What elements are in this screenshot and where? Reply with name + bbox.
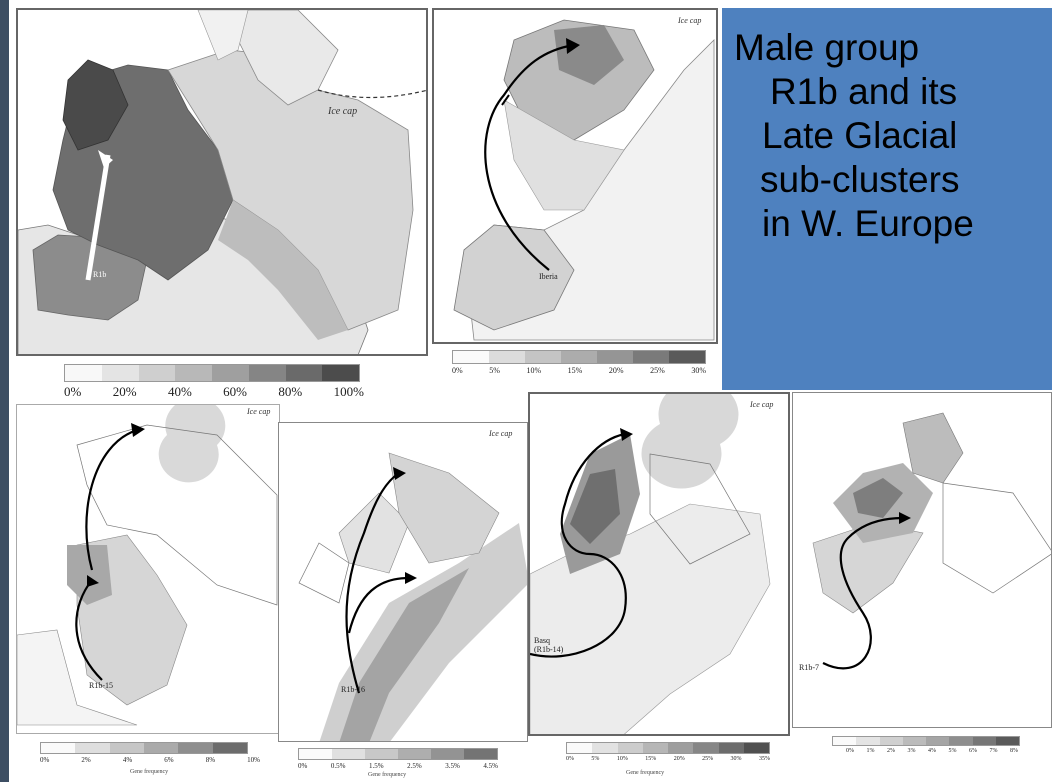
legend-tick: 25%: [650, 366, 665, 375]
title-line: sub-clusters: [760, 159, 960, 200]
legend-tick: 15%: [567, 366, 583, 375]
legend-tick: 35%: [758, 756, 770, 762]
legend-tick: 40%: [167, 384, 192, 399]
map-r1b-overall: Ice cap R1b: [16, 8, 428, 356]
map-iberia-origin: Ice cap Iberia: [432, 8, 718, 344]
map-marker-label: R1b-16: [341, 685, 365, 694]
legend-ticks: 0% 5% 10% 15% 20% 25% 30% 35%: [566, 756, 770, 762]
legend-tick: 30%: [730, 756, 742, 762]
title-panel: Male group R1b and its Late Glacial sub-…: [722, 8, 1052, 390]
legend-tick: 8%: [1010, 748, 1018, 754]
legend-tick: 0%: [298, 762, 308, 770]
legend-bar: [566, 742, 770, 754]
ice-cap-label: Ice cap: [247, 407, 271, 416]
legend-bar: [298, 748, 498, 760]
legend-tick: 20%: [673, 756, 685, 762]
legend-tick: 3.5%: [445, 762, 460, 770]
legend-b3: 0% 5% 10% 15% 20% 25% 30% 35% Gene frequ…: [566, 742, 770, 780]
legend-tick: 15%: [645, 756, 657, 762]
map-r1b-7: R1b-7: [792, 392, 1052, 728]
legend-tick: 7%: [989, 748, 998, 754]
legend-bar: [40, 742, 248, 754]
legend-top-right: 0% 5% 10% 15% 20% 25% 30%: [452, 350, 706, 380]
legend-tick: 0%: [64, 384, 82, 399]
legend-tick: 0%: [452, 366, 463, 375]
legend-tick: 10%: [247, 756, 260, 764]
legend-tick: 1%: [866, 748, 875, 754]
map-r1b-16: Ice cap R1b-16: [278, 422, 528, 742]
ice-cap-label: Ice cap: [328, 106, 358, 117]
title-line: Male group: [734, 27, 920, 68]
legend-tick: 10%: [616, 756, 628, 762]
legend-tick: 5%: [489, 366, 500, 375]
legend-caption: Gene frequency: [130, 769, 169, 775]
legend-tick: 10%: [526, 366, 542, 375]
legend-tick: 5%: [948, 748, 957, 754]
legend-ticks: 0% 2% 4% 6% 8% 10%: [40, 756, 260, 764]
map-marker-label: R1b-7: [799, 663, 819, 672]
slide-title: Male group R1b and its Late Glacial sub-…: [734, 26, 1044, 246]
map-marker-label: Iberia: [539, 272, 558, 281]
legend-tick: 100%: [333, 384, 364, 399]
legend-main: 0% 20% 40% 60% 80% 100%: [64, 364, 364, 400]
legend-tick: 20%: [608, 366, 624, 375]
legend-b2: 0% 0.5% 1.5% 2.5% 3.5% 4.5% Gene frequen…: [298, 748, 498, 780]
legend-tick: 4.5%: [483, 762, 498, 770]
legend-tick: 6%: [164, 756, 174, 764]
legend-ticks: 0% 1% 2% 3% 4% 5% 6% 7% 8%: [846, 748, 1018, 754]
legend-tick: 0%: [566, 756, 574, 762]
legend-tick: 0.5%: [330, 762, 346, 770]
legend-tick: 4%: [928, 748, 936, 754]
map-marker-label: R1b-15: [89, 681, 113, 690]
map-marker-label: R1b: [93, 270, 107, 279]
legend-b1: 0% 2% 4% 6% 8% 10% Gene frequency: [40, 742, 260, 778]
legend-tick: 6%: [969, 748, 977, 754]
ice-cap-label: Ice cap: [750, 400, 774, 409]
legend-bar: [452, 350, 706, 364]
legend-tick: 4%: [122, 756, 133, 764]
legend-bar: [64, 364, 360, 382]
legend-caption: Gene frequency: [626, 770, 665, 776]
title-line: Late Glacial: [762, 115, 958, 156]
left-edge-strip: [0, 0, 9, 782]
map-r1b-14-basque: Ice cap Basq (R1b-14): [528, 392, 790, 736]
legend-tick: 30%: [691, 366, 706, 375]
legend-tick: 25%: [702, 756, 714, 762]
title-line: R1b and its: [770, 71, 958, 112]
legend-ticks: 0% 0.5% 1.5% 2.5% 3.5% 4.5%: [298, 762, 498, 770]
ice-cap-label: Ice cap: [678, 16, 702, 25]
legend-tick: 1.5%: [369, 762, 384, 770]
legend-tick: 60%: [223, 384, 247, 399]
legend-tick: 2%: [887, 748, 895, 754]
legend-ticks: 0% 5% 10% 15% 20% 25% 30%: [452, 366, 706, 375]
legend-tick: 0%: [846, 748, 854, 754]
legend-caption: Gene frequency: [368, 772, 407, 778]
legend-tick: 20%: [112, 384, 137, 399]
legend-tick: 80%: [278, 384, 303, 399]
legend-ticks: 0% 20% 40% 60% 80% 100%: [64, 384, 364, 400]
legend-tick: 3%: [907, 748, 916, 754]
legend-bar: [832, 736, 1020, 746]
legend-tick: 0%: [40, 756, 50, 764]
legend-b4: 0% 1% 2% 3% 4% 5% 6% 7% 8%: [832, 736, 1022, 762]
map-marker-label: Basq (R1b-14): [534, 636, 564, 654]
legend-tick: 2.5%: [407, 762, 422, 770]
map-r1b-15: Ice cap R1b-15: [16, 404, 280, 734]
legend-tick: 8%: [205, 756, 216, 764]
title-line: in W. Europe: [762, 203, 974, 244]
legend-tick: 2%: [81, 756, 91, 764]
ice-cap-label: Ice cap: [489, 429, 513, 438]
legend-tick: 5%: [591, 756, 600, 762]
